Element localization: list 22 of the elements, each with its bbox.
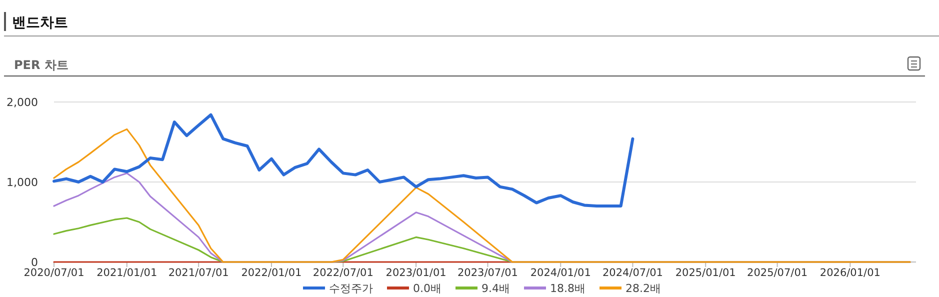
chart-title: 밴드차트 [12, 15, 68, 31]
y-tick-label: 0 [31, 256, 38, 269]
chart-subtitle: PER 차트 [14, 58, 68, 72]
y-tick-label: 2,000 [6, 96, 38, 109]
y-tick-label: 1,000 [6, 176, 38, 189]
x-tick-label: 2025/07/01 [747, 267, 808, 279]
legend-label: 0.0배 [413, 282, 442, 295]
x-tick-label: 2020/07/01 [24, 267, 84, 279]
x-tick-label: 2022/07/01 [312, 267, 374, 279]
x-tick-label: 2026/01/01 [820, 267, 880, 279]
legend-label: 28.2배 [626, 282, 661, 295]
x-tick-label: 2023/01/01 [386, 267, 446, 279]
legend-label: 수정주가 [329, 282, 373, 295]
x-tick-label: 2021/01/01 [96, 267, 158, 279]
x-tick-label: 2022/01/01 [241, 267, 302, 279]
legend-label: 18.8배 [550, 282, 586, 295]
legend-label: 9.4배 [482, 282, 510, 295]
x-tick-label: 2021/07/01 [168, 267, 229, 279]
x-tick-label: 2025/01/01 [675, 267, 736, 279]
x-tick-label: 2023/07/01 [457, 267, 518, 279]
x-tick-label: 2024/07/01 [602, 267, 663, 279]
x-tick-label: 2024/01/01 [530, 267, 591, 279]
